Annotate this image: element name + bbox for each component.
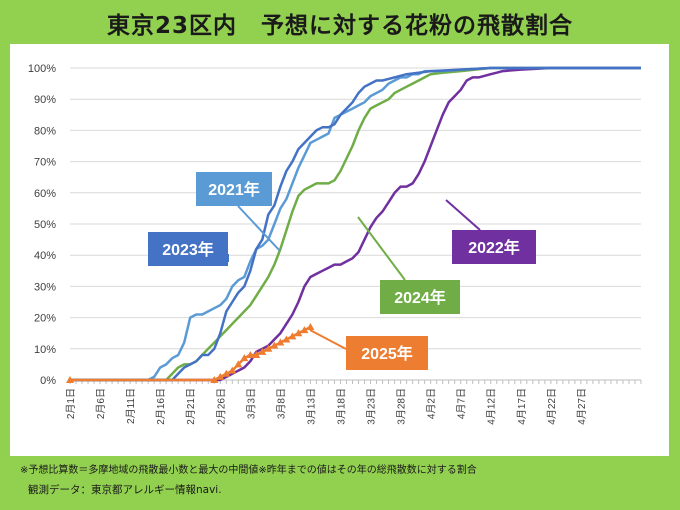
callout-pointer <box>309 329 347 350</box>
chart-panel: 0% 10% 20% 30% 40% 50% 60% 70% 80% 90% 100% 2月1日 2月6… <box>10 44 669 456</box>
x-tick-label: 4月7日 <box>456 388 468 419</box>
series-label: 2025年 <box>361 344 413 363</box>
x-tick-label: 2月26日 <box>215 388 227 425</box>
x-tick-label: 3月3日 <box>245 388 257 419</box>
series-line <box>70 66 641 382</box>
y-tick-label: 30% <box>34 281 56 293</box>
callout-pointer <box>357 216 406 281</box>
x-tick-label: 4月27日 <box>576 388 588 425</box>
line-chart: 0% 10% 20% 30% 40% 50% 60% 70% 80% 90% 100% 2月1日 2月6… <box>28 63 642 425</box>
data-point <box>270 341 279 349</box>
data-point <box>66 376 74 383</box>
series-label: 2024年 <box>394 288 446 307</box>
series-label: 2022年 <box>468 238 520 257</box>
x-tick-label: 2月6日 <box>95 388 107 419</box>
callout-box <box>452 230 536 264</box>
x-tick-label: 3月28日 <box>396 388 408 425</box>
data-point <box>210 376 219 383</box>
x-tick-label: 4月17日 <box>516 388 528 425</box>
callout-box <box>380 280 460 314</box>
x-tick-label: 2月1日 <box>65 388 77 419</box>
y-tick-label: 50% <box>34 219 56 231</box>
x-tick-label: 3月18日 <box>335 388 347 425</box>
series-line <box>70 66 641 382</box>
data-point <box>246 351 255 359</box>
data-point <box>222 369 231 377</box>
data-point <box>234 360 243 368</box>
chart-title: 東京23区内 予想に対する花粉の飛散割合 <box>106 13 573 39</box>
y-tick-label: 0% <box>40 375 56 387</box>
data-point <box>300 326 309 334</box>
y-tick-label: 10% <box>34 344 56 356</box>
x-tick-label: 3月23日 <box>366 388 378 425</box>
data-point <box>282 335 291 343</box>
data-point <box>288 332 297 340</box>
series-label: 2023年 <box>162 240 214 259</box>
series-line <box>70 66 641 382</box>
y-tick-label: 40% <box>34 250 56 262</box>
callout-pointer <box>237 205 281 252</box>
x-tick-label: 4月2日 <box>426 388 438 419</box>
y-tick-label: 90% <box>34 94 56 106</box>
callout-box <box>346 336 428 370</box>
data-point <box>258 347 267 355</box>
x-tick-label: 4月22日 <box>546 388 558 425</box>
x-tick-label: 3月8日 <box>275 388 287 419</box>
data-point <box>276 338 285 346</box>
series-label: 2021年 <box>208 180 260 199</box>
x-tick-label: 4月12日 <box>486 388 498 425</box>
source-note: 観測データ：東京都アレルギー情報navi. <box>28 484 222 496</box>
y-tick-label: 100% <box>28 63 56 75</box>
x-tick-label: 2月11日 <box>125 388 137 424</box>
data-point <box>228 366 237 374</box>
callout-box <box>148 232 228 266</box>
x-tick-label: 2月16日 <box>155 388 167 425</box>
y-tick-label: 60% <box>34 188 56 200</box>
series-line <box>70 66 641 382</box>
y-tick-label: 80% <box>34 125 56 137</box>
x-tick-label: 3月13日 <box>305 388 317 425</box>
series-line <box>70 325 311 382</box>
data-point <box>294 329 303 337</box>
y-tick-label: 20% <box>34 313 56 325</box>
callout-pointer <box>445 199 481 231</box>
data-point <box>306 322 315 330</box>
callout-box <box>196 172 272 206</box>
x-tick-label: 2月21日 <box>185 388 197 425</box>
y-tick-label: 70% <box>34 157 56 169</box>
data-point <box>216 372 225 380</box>
data-point <box>252 351 261 359</box>
data-point <box>240 354 249 362</box>
data-point <box>264 344 273 352</box>
footnote: ※予想比算数＝多摩地域の飛散最小数と最大の中間値※昨年までの値はその年の総飛散数… <box>20 465 477 476</box>
